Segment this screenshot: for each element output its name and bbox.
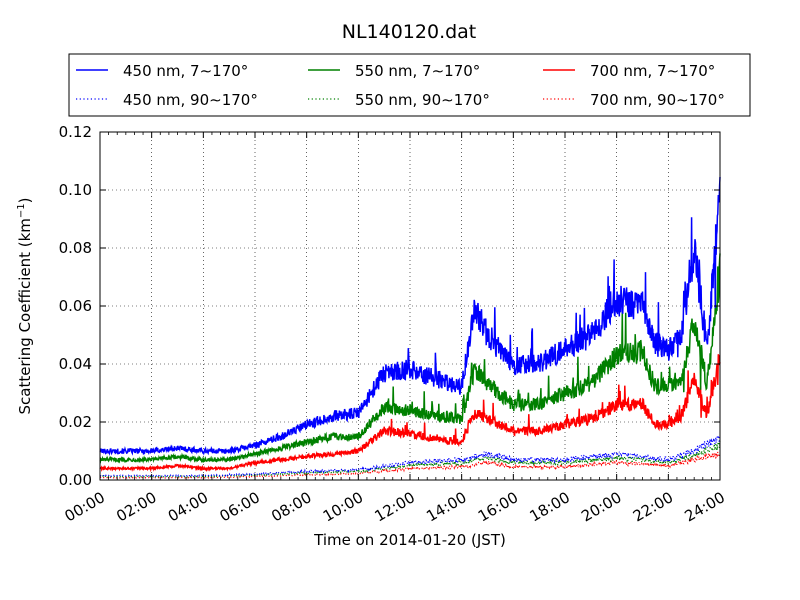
x-tick-label: 08:00 [268, 488, 314, 525]
y-tick-label: 0.12 [59, 123, 92, 141]
chart-title: NL140120.dat [342, 21, 477, 43]
y-tick-label: 0.08 [59, 239, 92, 257]
y-tick-label: 0.04 [59, 355, 92, 373]
y-tick-label: 0.02 [59, 413, 92, 431]
y-axis-label-unit-exponent: −1 [16, 203, 27, 218]
series-line [99, 434, 721, 478]
series-line [99, 253, 721, 464]
series-layer [99, 176, 721, 479]
legend-label: 550 nm, 7∼170° [355, 62, 480, 80]
y-axis-label-text: Scattering Coefficient (km [16, 218, 34, 414]
legend: 450 nm, 7∼170° 550 nm, 7∼170° 700 nm, 7∼17… [68, 53, 751, 117]
plot-frame [99, 131, 721, 481]
x-tick-label: 10:00 [320, 488, 366, 525]
x-tick-label: 04:00 [165, 488, 211, 525]
y-tick-label: 0.06 [59, 297, 92, 315]
x-tick-label: 24:00 [682, 488, 728, 525]
y-tick-label: 0.10 [59, 181, 92, 199]
series-line [99, 451, 721, 479]
x-tick-label: 20:00 [578, 488, 624, 525]
x-tick-label: 22:00 [630, 488, 676, 525]
x-tick-label: 00:00 [62, 488, 108, 525]
x-tick-label: 18:00 [527, 488, 573, 525]
legend-label: 700 nm, 7∼170° [590, 62, 715, 80]
legend-box [68, 53, 751, 117]
series-line [99, 354, 721, 473]
x-tick-label: 02:00 [113, 488, 159, 525]
x-tick-label: 06:00 [217, 488, 263, 525]
x-tick-label: 14:00 [423, 488, 469, 525]
x-tick-label: 16:00 [475, 488, 521, 525]
legend-label: 550 nm, 90∼170° [355, 91, 490, 109]
y-axis-label: Scattering Coefficient (km−1) [16, 197, 34, 414]
x-tick-label: 12:00 [372, 488, 418, 525]
y-tick-label: 0.00 [59, 471, 92, 489]
x-axis-label: Time on 2014-01-20 (JST) [313, 531, 506, 549]
series-line [99, 176, 721, 457]
legend-label: 450 nm, 7∼170° [123, 62, 248, 80]
y-axis-label-close: ) [16, 197, 34, 203]
x-tick-labels: 00:00 02:00 04:00 06:00 08:00 10:00 12:00 14:00… [62, 488, 728, 525]
y-tick-labels: 0.00 0.02 0.04 0.06 0.08 0.10 0.12 [59, 123, 92, 489]
legend-label: 700 nm, 90∼170° [590, 91, 725, 109]
legend-label: 450 nm, 90∼170° [123, 91, 258, 109]
